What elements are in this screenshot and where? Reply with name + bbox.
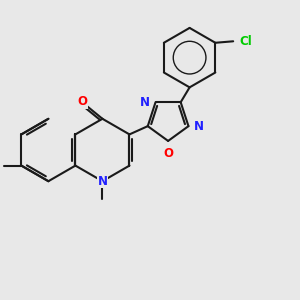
Text: N: N <box>98 175 107 188</box>
Text: O: O <box>163 147 173 160</box>
Text: Cl: Cl <box>240 35 253 48</box>
Text: N: N <box>140 96 150 109</box>
Text: O: O <box>77 95 88 108</box>
Text: N: N <box>194 120 204 133</box>
